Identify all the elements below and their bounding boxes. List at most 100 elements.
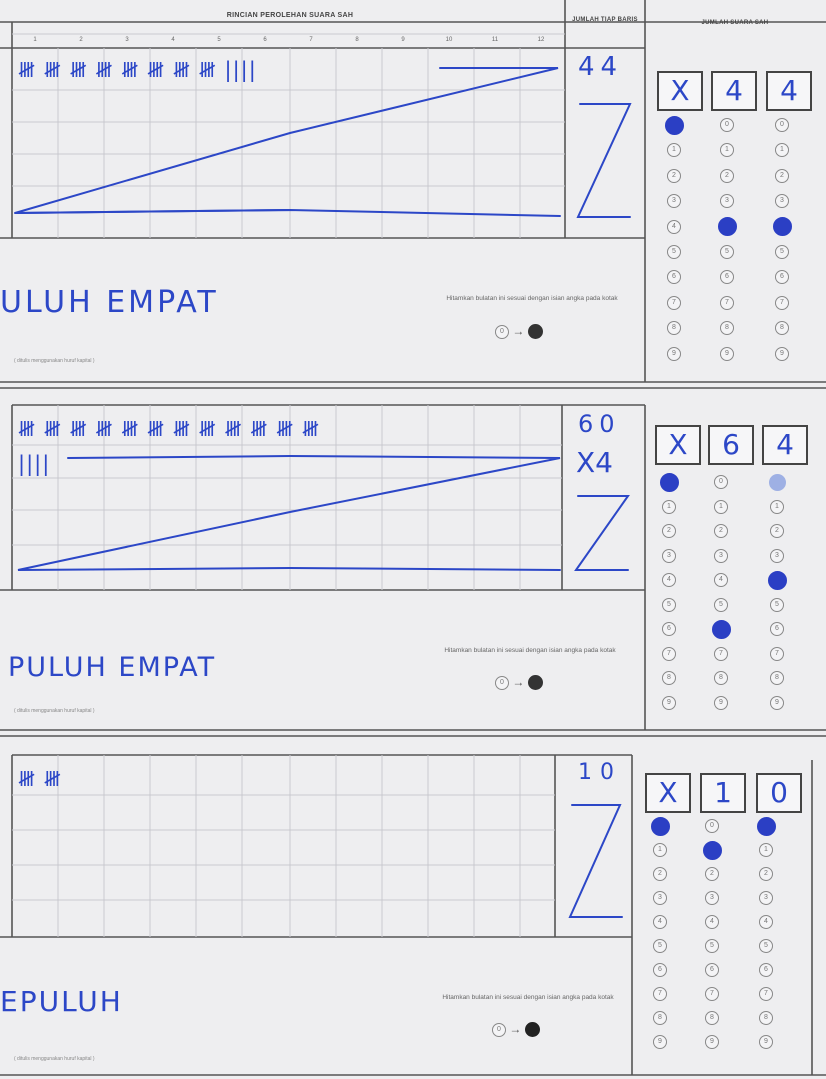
digit-bubble[interactable]: 3 [775,194,789,209]
digit-bubble[interactable]: 9 [720,346,734,361]
digit-bubble[interactable]: 8 [714,671,728,685]
digit-bubble[interactable]: 0 [659,472,679,492]
digit-bubble[interactable]: 9 [775,346,789,361]
digit-bubble[interactable]: 4 [667,219,681,234]
digit-bubble[interactable]: 9 [662,695,676,710]
digit-bubble[interactable]: 0 [650,816,670,836]
digit-bubble[interactable]: 1 [770,499,784,514]
digit-bubble[interactable]: 0 [714,475,728,489]
digit-bubble[interactable]: 4 [714,573,728,587]
digit-bubble[interactable]: 1 [714,499,728,514]
digit-bubble[interactable]: 6 [759,963,773,977]
digit-bubble[interactable]: 5 [705,939,719,953]
digit-bubble[interactable]: 6 [770,622,784,636]
digit-bubble[interactable]: 7 [667,295,681,310]
digit-bubble[interactable]: 3 [705,891,719,905]
arrow-icon: → [512,324,525,338]
column-number: 3 [125,37,129,43]
digit-bubble[interactable]: 1 [759,843,773,857]
digit-bubble[interactable]: 8 [720,321,734,336]
digit-bubble[interactable]: 7 [653,987,667,1001]
digit-bubble[interactable]: 2 [775,168,789,183]
digit-bubble[interactable]: 7 [662,646,676,661]
digit-bubble[interactable]: 6 [662,622,676,636]
words-field-1: ULUH EMPAT [0,285,219,320]
digit-bubble[interactable]: 3 [714,548,728,563]
digit-bubble[interactable]: 5 [662,597,676,612]
digit-bubble[interactable]: 0 [720,118,734,132]
digit-bubble[interactable]: 4 [662,573,676,587]
digit-bubble[interactable]: 5 [775,245,789,259]
caption-1: ( ditulis menggunakan huruf kapital ) [14,358,95,364]
digit-bubble[interactable]: 0 [705,819,719,833]
digit-box-3a: X [645,773,691,813]
digit-bubble[interactable]: 8 [770,671,784,685]
digit-bubble[interactable]: 1 [662,499,676,514]
digit-bubble[interactable]: 8 [662,671,676,685]
digit-bubble[interactable]: 0 [756,816,776,836]
digit-bubble[interactable]: 5 [653,939,667,953]
digit-bubble[interactable]: 9 [759,1035,773,1049]
digit-bubble[interactable]: 3 [653,891,667,905]
digit-bubble[interactable]: 3 [770,548,784,563]
digit-bubble[interactable]: 1 [702,840,722,860]
digit-bubble[interactable]: 6 [705,963,719,977]
digit-bubble[interactable]: 8 [653,1011,667,1025]
digit-bubble[interactable]: 2 [770,524,784,538]
digit-bubble[interactable]: 5 [720,245,734,259]
digit-bubble[interactable]: 6 [711,619,731,639]
digit-bubble[interactable]: 2 [667,168,681,183]
digit-bubble[interactable]: 4 [653,915,667,929]
digit-bubble[interactable]: 7 [714,646,728,661]
digit-bubble[interactable]: 0 [775,118,789,132]
digit-bubble[interactable]: 1 [667,143,681,158]
digit-bubble[interactable]: 7 [705,987,719,1001]
digit-bubble[interactable]: 2 [662,524,676,538]
digit-bubble[interactable]: 2 [714,524,728,538]
digit-box-1b: 4 [711,71,757,111]
digit-bubble[interactable]: 5 [770,597,784,612]
digit-bubble[interactable]: 8 [667,321,681,336]
digit-box-1a: X [657,71,703,111]
digit-bubble[interactable]: 4 [705,915,719,929]
digit-bubble[interactable]: 1 [720,143,734,158]
digit-bubble[interactable]: 2 [759,867,773,881]
digit-bubble[interactable]: 3 [667,194,681,209]
digit-bubble[interactable]: 7 [720,295,734,310]
digit-bubble[interactable]: 6 [653,963,667,977]
digit-bubble[interactable]: 9 [667,346,681,361]
column-number: 1 [33,37,37,43]
digit-bubble[interactable]: 7 [775,295,789,310]
digit-bubble[interactable]: 6 [667,270,681,285]
digit-bubble[interactable]: 3 [720,194,734,209]
digit-bubble[interactable]: 4 [772,217,792,237]
column-number: 2 [79,37,83,43]
digit-bubble[interactable]: 6 [775,270,789,285]
digit-bubble[interactable]: 0 [664,115,684,135]
digit-bubble[interactable]: 2 [653,867,667,881]
digit-bubble[interactable]: 8 [705,1011,719,1025]
digit-bubble[interactable]: 1 [775,143,789,158]
digit-bubble[interactable]: 4 [767,570,787,590]
digit-bubble[interactable]: 9 [653,1035,667,1049]
digit-bubble[interactable]: 4 [717,217,737,237]
digit-bubble[interactable]: 6 [720,270,734,285]
digit-bubble[interactable]: 1 [653,843,667,857]
digit-bubble[interactable]: 7 [759,987,773,1001]
digit-bubble[interactable]: 5 [714,597,728,612]
digit-bubble[interactable]: 0 [768,473,786,491]
digit-bubble[interactable]: 8 [759,1011,773,1025]
digit-bubble[interactable]: 5 [759,939,773,953]
digit-box-2b: 6 [708,425,754,465]
digit-bubble[interactable]: 8 [775,321,789,336]
digit-bubble[interactable]: 4 [759,915,773,929]
digit-bubble[interactable]: 5 [667,245,681,259]
digit-bubble[interactable]: 2 [705,867,719,881]
digit-bubble[interactable]: 9 [705,1035,719,1049]
digit-bubble[interactable]: 3 [662,548,676,563]
digit-bubble[interactable]: 9 [770,695,784,710]
digit-bubble[interactable]: 7 [770,646,784,661]
digit-bubble[interactable]: 2 [720,168,734,183]
digit-bubble[interactable]: 3 [759,891,773,905]
digit-bubble[interactable]: 9 [714,695,728,710]
